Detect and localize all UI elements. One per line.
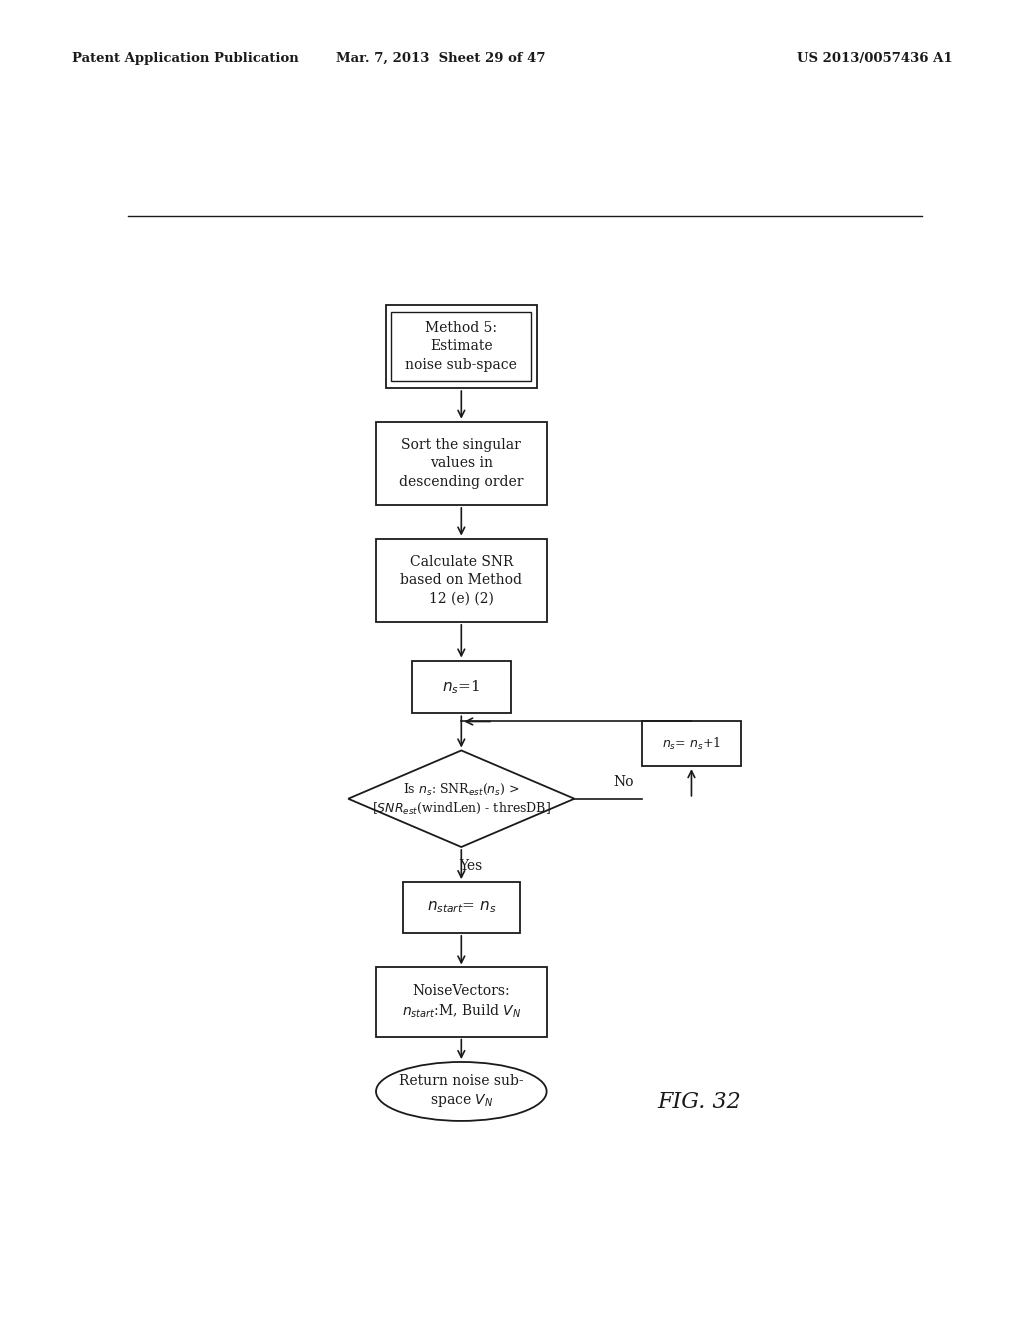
Text: $n_s$=1: $n_s$=1 (442, 678, 480, 696)
Text: $n_{start}$= $n_s$: $n_{start}$= $n_s$ (427, 900, 496, 915)
Text: Method 5:
Estimate
noise sub-space: Method 5: Estimate noise sub-space (406, 321, 517, 372)
FancyBboxPatch shape (402, 882, 520, 933)
FancyBboxPatch shape (376, 968, 547, 1036)
Polygon shape (348, 751, 574, 847)
Text: Calculate SNR
based on Method
12 (e) (2): Calculate SNR based on Method 12 (e) (2) (400, 554, 522, 606)
FancyBboxPatch shape (412, 660, 511, 713)
Text: US 2013/0057436 A1: US 2013/0057436 A1 (797, 51, 952, 65)
Text: $n_s$= $n_s$+1: $n_s$= $n_s$+1 (663, 735, 721, 752)
FancyBboxPatch shape (386, 305, 537, 388)
Text: Return noise sub-
space $V_N$: Return noise sub- space $V_N$ (399, 1073, 523, 1109)
Text: Patent Application Publication: Patent Application Publication (72, 51, 298, 65)
FancyBboxPatch shape (376, 539, 547, 622)
Text: Is $n_s$: SNR$_{est}$($n_s$) >
[$SNR_{est}$(windLen) - thresDB]: Is $n_s$: SNR$_{est}$($n_s$) > [$SNR_{es… (372, 781, 551, 816)
Text: NoiseVectors:
$n_{start}$:M, Build $V_N$: NoiseVectors: $n_{start}$:M, Build $V_N$ (401, 983, 521, 1020)
Ellipse shape (376, 1063, 547, 1121)
Text: Yes: Yes (459, 859, 482, 874)
FancyBboxPatch shape (642, 722, 741, 766)
Text: Sort the singular
values in
descending order: Sort the singular values in descending o… (399, 438, 523, 488)
FancyBboxPatch shape (376, 421, 547, 506)
Text: FIG. 32: FIG. 32 (657, 1090, 741, 1113)
Text: Mar. 7, 2013  Sheet 29 of 47: Mar. 7, 2013 Sheet 29 of 47 (336, 51, 545, 65)
FancyBboxPatch shape (391, 312, 531, 381)
Text: No: No (613, 775, 634, 788)
